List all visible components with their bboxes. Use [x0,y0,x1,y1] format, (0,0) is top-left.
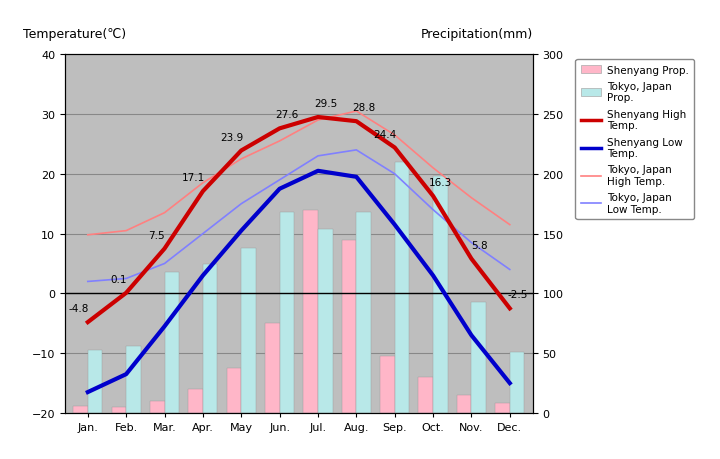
Bar [380,356,395,413]
Bar [433,177,448,413]
Bar [279,213,294,413]
Text: Temperature(℃): Temperature(℃) [23,28,126,41]
Bar [356,213,371,413]
Text: 16.3: 16.3 [429,178,452,188]
Bar [73,406,88,413]
Bar [495,403,510,413]
Text: -4.8: -4.8 [68,303,89,313]
Bar [395,162,409,413]
Bar [227,368,241,413]
Bar [457,395,472,413]
Text: Precipitation(mm): Precipitation(mm) [420,28,533,41]
Text: 24.4: 24.4 [374,129,397,139]
Bar [265,324,279,413]
Bar [510,352,524,413]
Bar [88,351,102,413]
Text: -2.5: -2.5 [508,290,528,300]
Text: 5.8: 5.8 [471,240,487,250]
Bar [342,240,356,413]
Bar [203,264,217,413]
Bar [189,389,203,413]
Bar [472,303,486,413]
Bar [150,401,165,413]
Text: 23.9: 23.9 [220,132,243,142]
Text: 29.5: 29.5 [314,99,337,109]
Text: 27.6: 27.6 [276,110,299,120]
Bar [126,346,140,413]
Bar [418,377,433,413]
Text: 0.1: 0.1 [110,274,127,284]
Legend: Shenyang Prop., Tokyo, Japan
Prop., Shenyang High
Temp., Shenyang Low
Temp., Tok: Shenyang Prop., Tokyo, Japan Prop., Shen… [575,60,694,219]
Bar [318,230,333,413]
Bar [241,249,256,413]
Bar [112,407,126,413]
Bar [303,210,318,413]
Text: 17.1: 17.1 [181,173,205,183]
Text: 7.5: 7.5 [148,230,165,240]
Bar [165,273,179,413]
Text: 28.8: 28.8 [352,103,376,113]
